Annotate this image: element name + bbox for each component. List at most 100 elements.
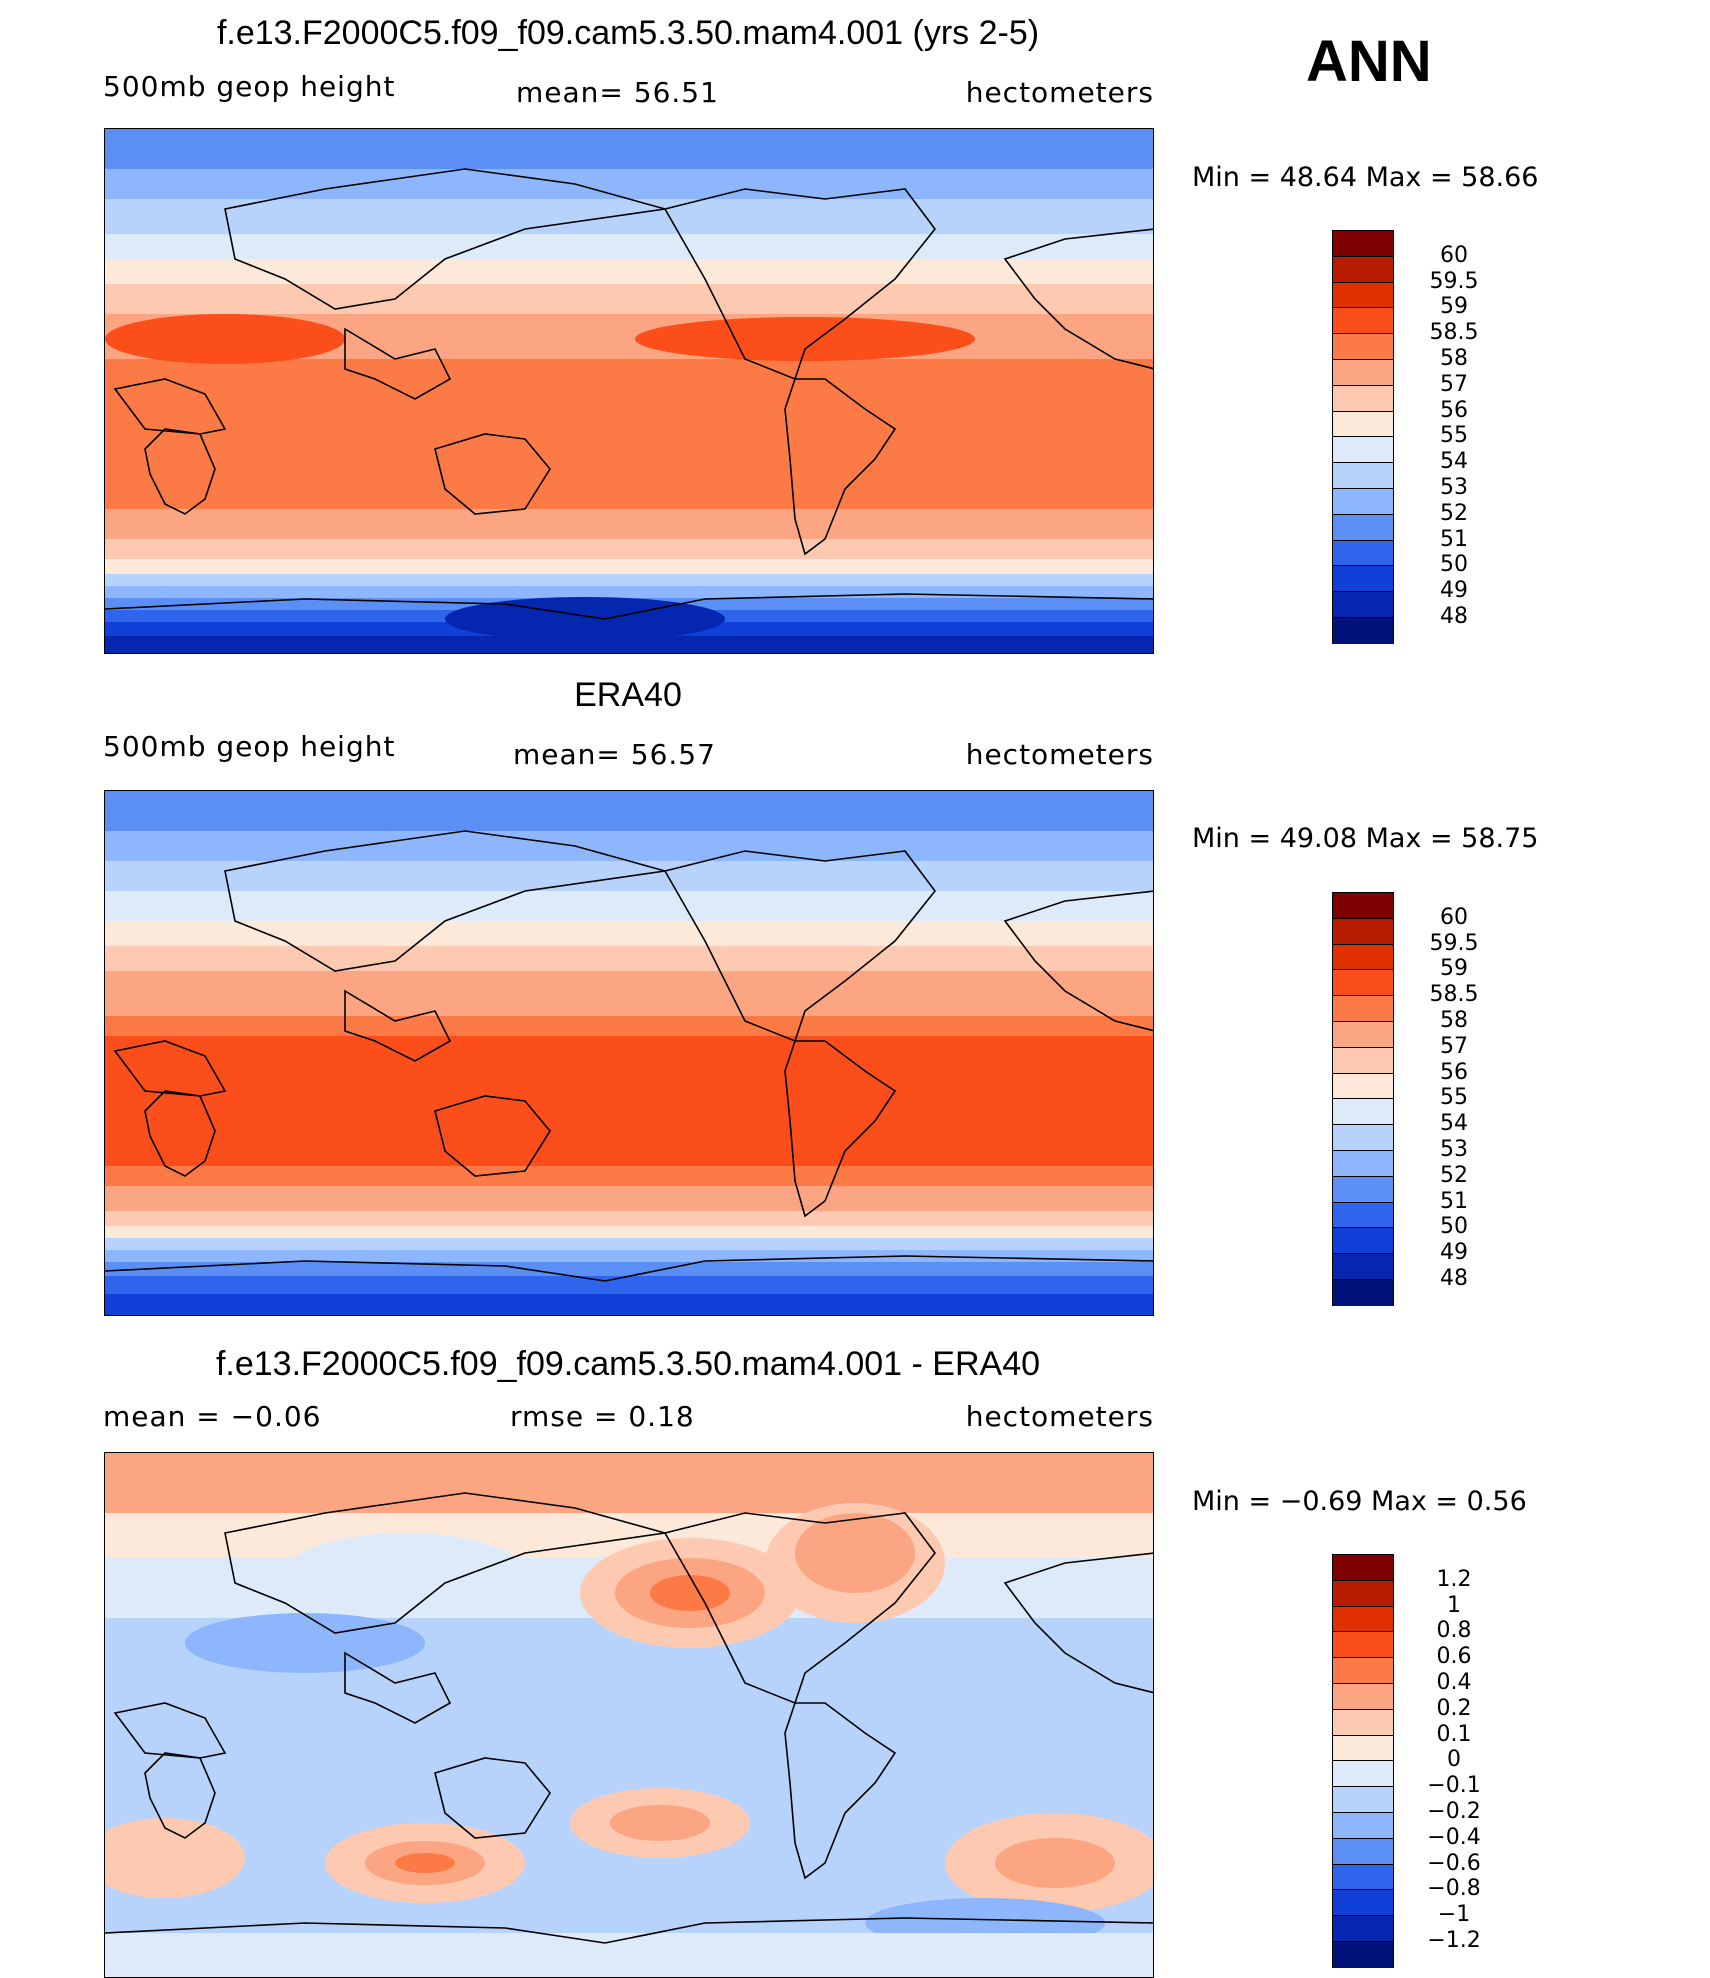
colorbar-swatch — [1333, 1683, 1393, 1710]
colorbar-tick-label: 52 — [1440, 500, 1468, 526]
contour-band — [105, 1016, 1153, 1036]
colorbar-swatch — [1333, 411, 1393, 438]
colorbar-tick-label: 52 — [1440, 1162, 1468, 1188]
coastline — [784, 1040, 897, 1218]
coastline — [224, 830, 666, 972]
panel-3-map-svg — [105, 1453, 1153, 1977]
panel-1-contour-bands — [105, 129, 1153, 653]
coastline — [434, 433, 551, 515]
panel-2-map-svg — [105, 791, 1153, 1315]
coastline — [113, 378, 227, 435]
contour-blob — [635, 317, 975, 361]
colorbar-tick-label: −0.8 — [1427, 1876, 1481, 1902]
contour-blob — [105, 314, 345, 364]
colorbar-tick-label: 59 — [1440, 956, 1468, 982]
panel-1-units-label: hectometers — [965, 76, 1154, 109]
colorbar-swatch — [1333, 970, 1393, 997]
colorbar-tick-label: 0.4 — [1436, 1670, 1472, 1695]
colorbar-swatch — [1333, 944, 1393, 971]
contour-blob — [795, 1513, 915, 1593]
contour-band — [105, 1186, 1153, 1211]
colorbar-tick-label: 60 — [1440, 904, 1468, 930]
colorbar-tick-label: 51 — [1440, 1188, 1468, 1214]
contour-band — [105, 539, 1153, 559]
coastline — [663, 1512, 937, 1705]
colorbar-tick-label: 0 — [1447, 1747, 1461, 1773]
panel-2-minmax: Min = 49.08 Max = 58.75 — [1192, 823, 1539, 854]
contour-band — [105, 1226, 1153, 1238]
colorbar-swatch — [1333, 1047, 1393, 1074]
panel-3-rmse-label: rmse = 0.18 — [510, 1400, 695, 1433]
colorbar-swatch — [1333, 996, 1393, 1022]
colorbar-swatch — [1333, 514, 1393, 541]
colorbar-tick-label: 53 — [1440, 475, 1468, 500]
colorbar-swatch — [1333, 1941, 1393, 1968]
colorbar-swatch — [1333, 231, 1393, 257]
colorbar-swatch — [1333, 1916, 1393, 1942]
contour-blob — [650, 1575, 730, 1611]
colorbar-swatch — [1333, 617, 1393, 644]
coastline — [434, 1757, 551, 1839]
colorbar-tick-label: 54 — [1440, 449, 1468, 475]
contour-band — [105, 1238, 1153, 1250]
colorbar-swatch — [1333, 1099, 1393, 1126]
colorbar-swatch — [1333, 1632, 1393, 1659]
contour-band — [105, 559, 1153, 574]
coastline — [663, 188, 937, 381]
colorbar-tick-label: 48 — [1440, 1266, 1468, 1291]
coastline — [344, 989, 452, 1062]
colorbar-tick-label: 59.5 — [1429, 268, 1479, 294]
colorbar-tick-label: 56 — [1440, 397, 1468, 423]
colorbar-tick-label: 51 — [1440, 526, 1468, 552]
contour-blob — [185, 1613, 425, 1673]
contour-band — [105, 199, 1153, 234]
panel-2-left-label: 500mb geop height — [103, 730, 396, 763]
contour-band — [105, 1211, 1153, 1226]
colorbar-swatch — [1333, 1125, 1393, 1151]
panel-3-mean-label: mean = −0.06 — [103, 1400, 322, 1433]
contour-band — [105, 1294, 1153, 1315]
colorbar-tick-label: −0.6 — [1427, 1850, 1481, 1876]
colorbar-swatch — [1333, 334, 1393, 360]
colorbar-tick-label: 49 — [1440, 1240, 1468, 1266]
colorbar-swatch — [1333, 1864, 1393, 1891]
colorbar-swatch — [1333, 1176, 1393, 1203]
coastline — [105, 1255, 1153, 1282]
panel-3-title: f.e13.F2000C5.f09_f09.cam5.3.50.mam4.001… — [215, 1345, 1041, 1383]
panel-1-map-svg — [105, 129, 1153, 653]
coastline — [105, 593, 1153, 620]
colorbar-swatch — [1333, 488, 1393, 515]
panel-3-units-label: hectometers — [965, 1400, 1154, 1433]
colorbar-swatch — [1333, 1580, 1393, 1607]
colorbar-tick-label: 55 — [1440, 1085, 1468, 1111]
colorbar-tick-label: 59.5 — [1429, 930, 1479, 956]
colorbar-tick-label: 59 — [1440, 294, 1468, 320]
panel-1-minmax: Min = 48.64 Max = 58.66 — [1192, 162, 1539, 193]
panel-1-colorbar — [1332, 230, 1394, 644]
colorbar-tick-label: 50 — [1440, 552, 1468, 578]
colorbar-tick-label: −1.2 — [1427, 1928, 1481, 1953]
coastline — [144, 1752, 216, 1839]
colorbar-swatch — [1333, 1606, 1393, 1633]
colorbar-swatch — [1333, 1228, 1393, 1255]
panel-3-contour-bands — [105, 1453, 1153, 1977]
panel-3-map — [104, 1452, 1154, 1978]
coastline — [434, 1095, 551, 1177]
contour-band — [105, 791, 1153, 831]
colorbar-tick-label: 0.8 — [1436, 1618, 1472, 1644]
colorbar-swatch — [1333, 540, 1393, 567]
panel-2-colorbar — [1332, 892, 1394, 1306]
colorbar-swatch — [1333, 1735, 1393, 1762]
panel-2-units-label: hectometers — [965, 738, 1154, 771]
coastline — [1003, 1552, 1153, 1694]
colorbar-swatch — [1333, 1812, 1393, 1839]
coastline — [344, 1651, 452, 1724]
colorbar-tick-label: −1 — [1437, 1902, 1471, 1928]
colorbar-swatch — [1333, 1279, 1393, 1306]
coastline — [1003, 890, 1153, 1032]
colorbar-swatch — [1333, 1073, 1393, 1100]
colorbar-tick-label: 58.5 — [1429, 982, 1479, 1008]
contour-band — [105, 1276, 1153, 1294]
colorbar-tick-label: 53 — [1440, 1137, 1468, 1162]
colorbar-swatch — [1333, 1555, 1393, 1581]
